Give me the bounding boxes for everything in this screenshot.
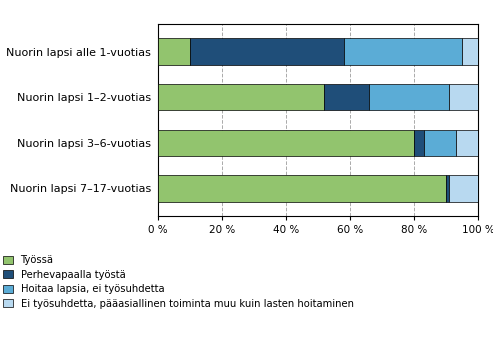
Bar bbox=[158, 84, 324, 110]
Bar bbox=[158, 175, 446, 201]
Bar bbox=[414, 129, 423, 156]
Bar bbox=[158, 39, 190, 65]
Bar bbox=[158, 129, 414, 156]
Bar bbox=[190, 39, 344, 65]
Bar bbox=[449, 175, 478, 201]
Bar bbox=[324, 84, 369, 110]
Bar bbox=[423, 129, 456, 156]
Bar bbox=[369, 84, 449, 110]
Bar bbox=[449, 84, 478, 110]
Bar bbox=[462, 39, 478, 65]
Bar bbox=[446, 175, 449, 201]
Legend: Työssä, Perhevapaalla työstä, Hoitaa lapsia, ei työsuhdetta, Ei työsuhdetta, pää: Työssä, Perhevapaalla työstä, Hoitaa lap… bbox=[2, 255, 353, 309]
Bar bbox=[456, 129, 478, 156]
Bar bbox=[344, 39, 462, 65]
